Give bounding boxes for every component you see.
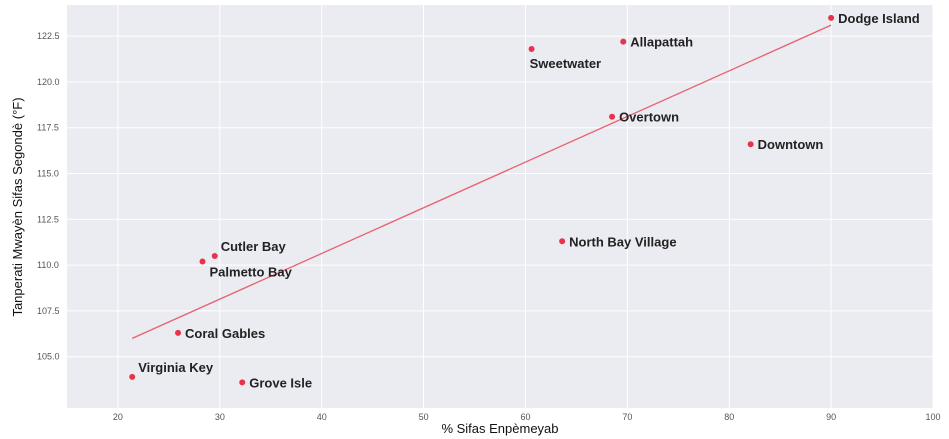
x-tick-labels: 20 30 40 50 60 70 80 90 100 (113, 412, 941, 422)
data-point (609, 113, 616, 120)
x-tick-label: 50 (419, 412, 429, 422)
data-point (559, 238, 566, 245)
x-tick-label: 80 (724, 412, 734, 422)
point-label: Cutler Bay (221, 239, 287, 254)
y-tick-label: 107.5 (37, 306, 60, 316)
x-tick-label: 30 (215, 412, 225, 422)
x-tick-label: 40 (317, 412, 327, 422)
point-label: Grove Isle (249, 375, 312, 390)
point-label: Sweetwater (530, 56, 602, 71)
point-label: Palmetto Bay (210, 264, 293, 279)
trend-line (131, 24, 832, 339)
y-tick-label: 115.0 (37, 169, 59, 179)
data-point (211, 252, 218, 259)
y-tick-label: 122.5 (37, 31, 60, 41)
x-tick-label: 90 (826, 412, 836, 422)
y-tick-label: 112.5 (37, 214, 59, 224)
point-labels: Dodge Island Allapattah Sweetwater Overtown… (138, 11, 920, 391)
x-tick-label: 100 (925, 412, 940, 422)
x-axis-label: % Sifas Enpèmeyab (441, 421, 558, 436)
x-tick-label: 60 (520, 412, 530, 422)
data-point (828, 14, 835, 21)
x-tick-label: 20 (113, 412, 123, 422)
data-point (239, 379, 246, 386)
data-point (175, 329, 182, 336)
data-point (747, 141, 754, 148)
data-point (528, 45, 535, 52)
point-label: Overtown (619, 110, 679, 125)
y-tick-label: 105.0 (37, 352, 60, 362)
point-label: Dodge Island (838, 11, 920, 26)
data-point (129, 373, 136, 380)
point-label: North Bay Village (569, 234, 676, 249)
y-axis-label: Tanperati Mwayèn Sifas Segondè (°F) (10, 97, 25, 316)
point-label: Virginia Key (138, 360, 214, 375)
plot-area (67, 5, 933, 408)
data-point (199, 258, 206, 265)
y-tick-label: 117.5 (37, 123, 59, 133)
y-tick-label: 110.0 (37, 260, 59, 270)
x-tick-label: 70 (622, 412, 632, 422)
y-tick-labels: 105.0 107.5 110.0 112.5 115.0 117.5 120.0 122.5 (37, 31, 60, 362)
point-label: Allapattah (630, 35, 693, 50)
data-points (129, 14, 835, 386)
data-point (620, 38, 627, 45)
trend-line-group (131, 24, 832, 339)
y-tick-label: 120.0 (37, 77, 60, 87)
point-label: Downtown (758, 137, 824, 152)
point-label: Coral Gables (185, 326, 265, 341)
